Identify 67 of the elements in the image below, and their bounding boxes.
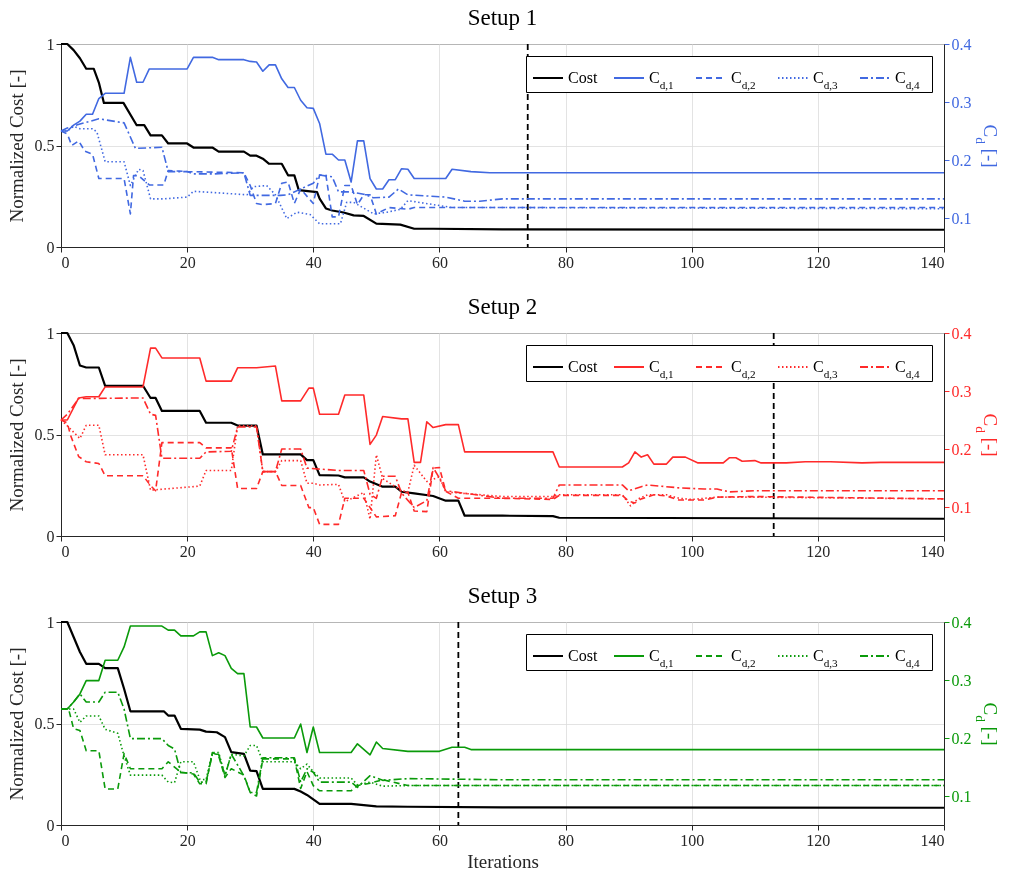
y-axis-title: Normalized Cost [-] bbox=[5, 69, 27, 223]
x-tick-label: 100 bbox=[680, 253, 705, 271]
x-tick-label: 140 bbox=[920, 542, 945, 560]
y2-tick-label: 0.4 bbox=[951, 613, 972, 631]
x-tick-label: 120 bbox=[806, 253, 831, 271]
legend-label: C$_{d,1}$ bbox=[649, 647, 674, 669]
y2-tick-label: 0.1 bbox=[951, 209, 972, 227]
y-tick-label: 0.5 bbox=[34, 137, 55, 154]
x-tick-label: 20 bbox=[179, 542, 196, 560]
legend-label: C$_{d,4}$ bbox=[895, 358, 921, 380]
legend-label: C$_{d,4}$ bbox=[895, 69, 921, 91]
x-tick-label: 60 bbox=[431, 253, 448, 271]
legend-label: Cost bbox=[568, 69, 598, 86]
x-tick-label: 80 bbox=[558, 253, 575, 271]
y-tick-label: 0 bbox=[46, 527, 55, 545]
legend-label: C$_{d,3}$ bbox=[813, 69, 839, 91]
x-tick-label: 100 bbox=[680, 542, 705, 560]
y2-tick-label: 0.3 bbox=[951, 671, 972, 689]
legend-label: C$_{d,2}$ bbox=[731, 358, 756, 380]
y2-tick-label: 0.2 bbox=[951, 440, 972, 458]
y-tick-label: 1 bbox=[46, 35, 55, 53]
x-tick-label: 80 bbox=[558, 831, 575, 849]
y2-tick-label: 0.2 bbox=[951, 151, 972, 169]
x-tick-label: 0 bbox=[61, 831, 70, 849]
y2-tick-label: 0.4 bbox=[951, 35, 972, 53]
y-tick-label: 0.5 bbox=[34, 426, 55, 443]
y-tick-label: 0 bbox=[46, 816, 55, 834]
x-tick-label: 40 bbox=[305, 542, 322, 560]
legend-label: C$_{d,2}$ bbox=[731, 647, 756, 669]
x-axis-title: Iterations bbox=[467, 850, 539, 872]
x-tick-label: 120 bbox=[806, 831, 831, 849]
x-tick-label: 100 bbox=[680, 831, 705, 849]
x-tick-label: 80 bbox=[558, 542, 575, 560]
y-tick-label: 0.5 bbox=[34, 715, 55, 732]
y-tick-label: 0 bbox=[46, 238, 55, 256]
y2-tick-label: 0.3 bbox=[951, 382, 972, 400]
x-tick-label: 40 bbox=[305, 831, 322, 849]
chart-title: Setup 3 bbox=[467, 583, 538, 608]
legend-label: C$_{d,2}$ bbox=[731, 69, 756, 91]
x-tick-label: 140 bbox=[920, 831, 945, 849]
y2-tick-label: 0.2 bbox=[951, 729, 972, 747]
legend-label: C$_{d,3}$ bbox=[813, 647, 839, 669]
x-tick-label: 120 bbox=[806, 542, 831, 560]
y-tick-label: 1 bbox=[46, 613, 55, 631]
y-axis-title: Normalized Cost [-] bbox=[5, 647, 27, 801]
legend-label: Cost bbox=[568, 647, 598, 664]
x-tick-label: 0 bbox=[61, 542, 70, 560]
y2-tick-label: 0.1 bbox=[951, 787, 972, 805]
legend-label: C$_{d,3}$ bbox=[813, 358, 839, 380]
chart-title: Setup 1 bbox=[467, 5, 538, 30]
x-tick-label: 60 bbox=[431, 831, 448, 849]
y-axis-title: Normalized Cost [-] bbox=[5, 358, 27, 512]
y2-tick-label: 0.3 bbox=[951, 93, 972, 111]
y2-tick-label: 0.1 bbox=[951, 498, 972, 516]
legend-label: Cost bbox=[568, 358, 598, 375]
x-tick-label: 60 bbox=[431, 542, 448, 560]
legend-label: C$_{d,1}$ bbox=[649, 69, 674, 91]
y-tick-label: 1 bbox=[46, 324, 55, 342]
x-tick-label: 20 bbox=[179, 253, 196, 271]
legend-label: C$_{d,1}$ bbox=[649, 358, 674, 380]
x-tick-label: 40 bbox=[305, 253, 322, 271]
y2-tick-label: 0.4 bbox=[951, 324, 972, 342]
legend-label: C$_{d,4}$ bbox=[895, 647, 921, 669]
x-tick-label: 0 bbox=[61, 253, 70, 271]
x-tick-label: 140 bbox=[920, 253, 945, 271]
chart-title: Setup 2 bbox=[467, 294, 538, 319]
x-tick-label: 20 bbox=[179, 831, 196, 849]
